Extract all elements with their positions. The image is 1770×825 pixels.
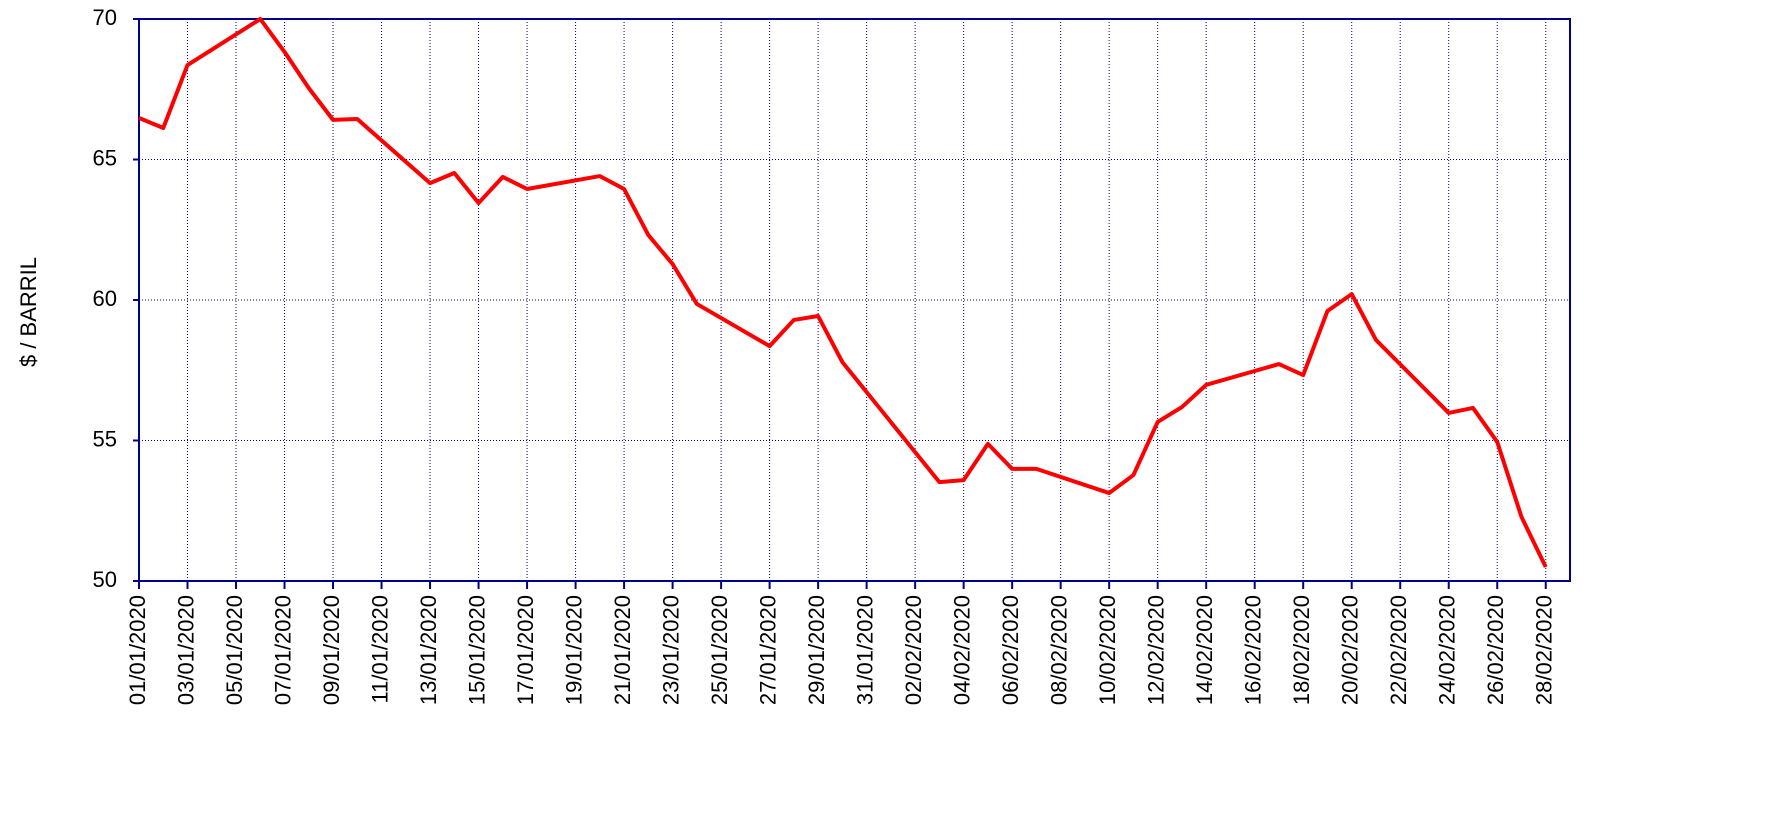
x-tick-label: 12/02/2020 [1143,595,1168,705]
x-tick-label: 11/01/2020 [367,595,392,703]
x-tick-label: 28/02/2020 [1532,595,1557,705]
x-tick-label: 13/01/2020 [416,595,441,705]
x-tick-label: 29/01/2020 [804,595,829,705]
x-tick-label: 07/01/2020 [270,595,295,705]
data-line [138,17,1548,568]
x-tick-label: 02/02/2020 [901,595,926,705]
x-tick-label: 01/01/2020 [125,595,150,705]
x-tick-label: 20/02/2020 [1338,595,1363,705]
y-tick-label: 55 [93,426,117,451]
x-tick-label: 08/02/2020 [1046,595,1071,705]
x-tick-label: 21/01/2020 [610,595,635,705]
x-tick-label: 03/01/2020 [173,595,198,705]
x-tick-label: 25/01/2020 [707,595,732,705]
x-tick-label: 31/01/2020 [852,595,877,705]
x-tick-label: 19/01/2020 [561,595,586,705]
plot-frame [138,18,1571,582]
x-tick-label: 15/01/2020 [464,595,489,705]
x-tick-label: 22/02/2020 [1386,595,1411,705]
y-tick-label: 60 [93,286,117,311]
x-tick-label: 05/01/2020 [222,595,247,705]
y-tick-label: 70 [93,5,117,30]
x-tick-label: 17/01/2020 [513,595,538,705]
x-tick-label: 16/02/2020 [1241,595,1266,705]
x-tick-label: 04/02/2020 [949,595,974,705]
x-tick-label: 26/02/2020 [1483,595,1508,705]
x-tick-label: 27/01/2020 [755,595,780,705]
y-axis-label: $ / BARRIL [16,257,41,367]
y-tick-label: 65 [93,145,117,170]
x-tick-label: 23/01/2020 [658,595,683,705]
x-tick-label: 06/02/2020 [998,595,1023,705]
x-tick-label: 14/02/2020 [1192,595,1217,705]
x-tick-label: 10/02/2020 [1095,595,1120,705]
x-tick-label: 09/01/2020 [319,595,344,705]
x-tick-label: 18/02/2020 [1289,595,1314,705]
y-tick-label: 50 [93,567,117,592]
x-tick-label: 24/02/2020 [1435,595,1460,705]
